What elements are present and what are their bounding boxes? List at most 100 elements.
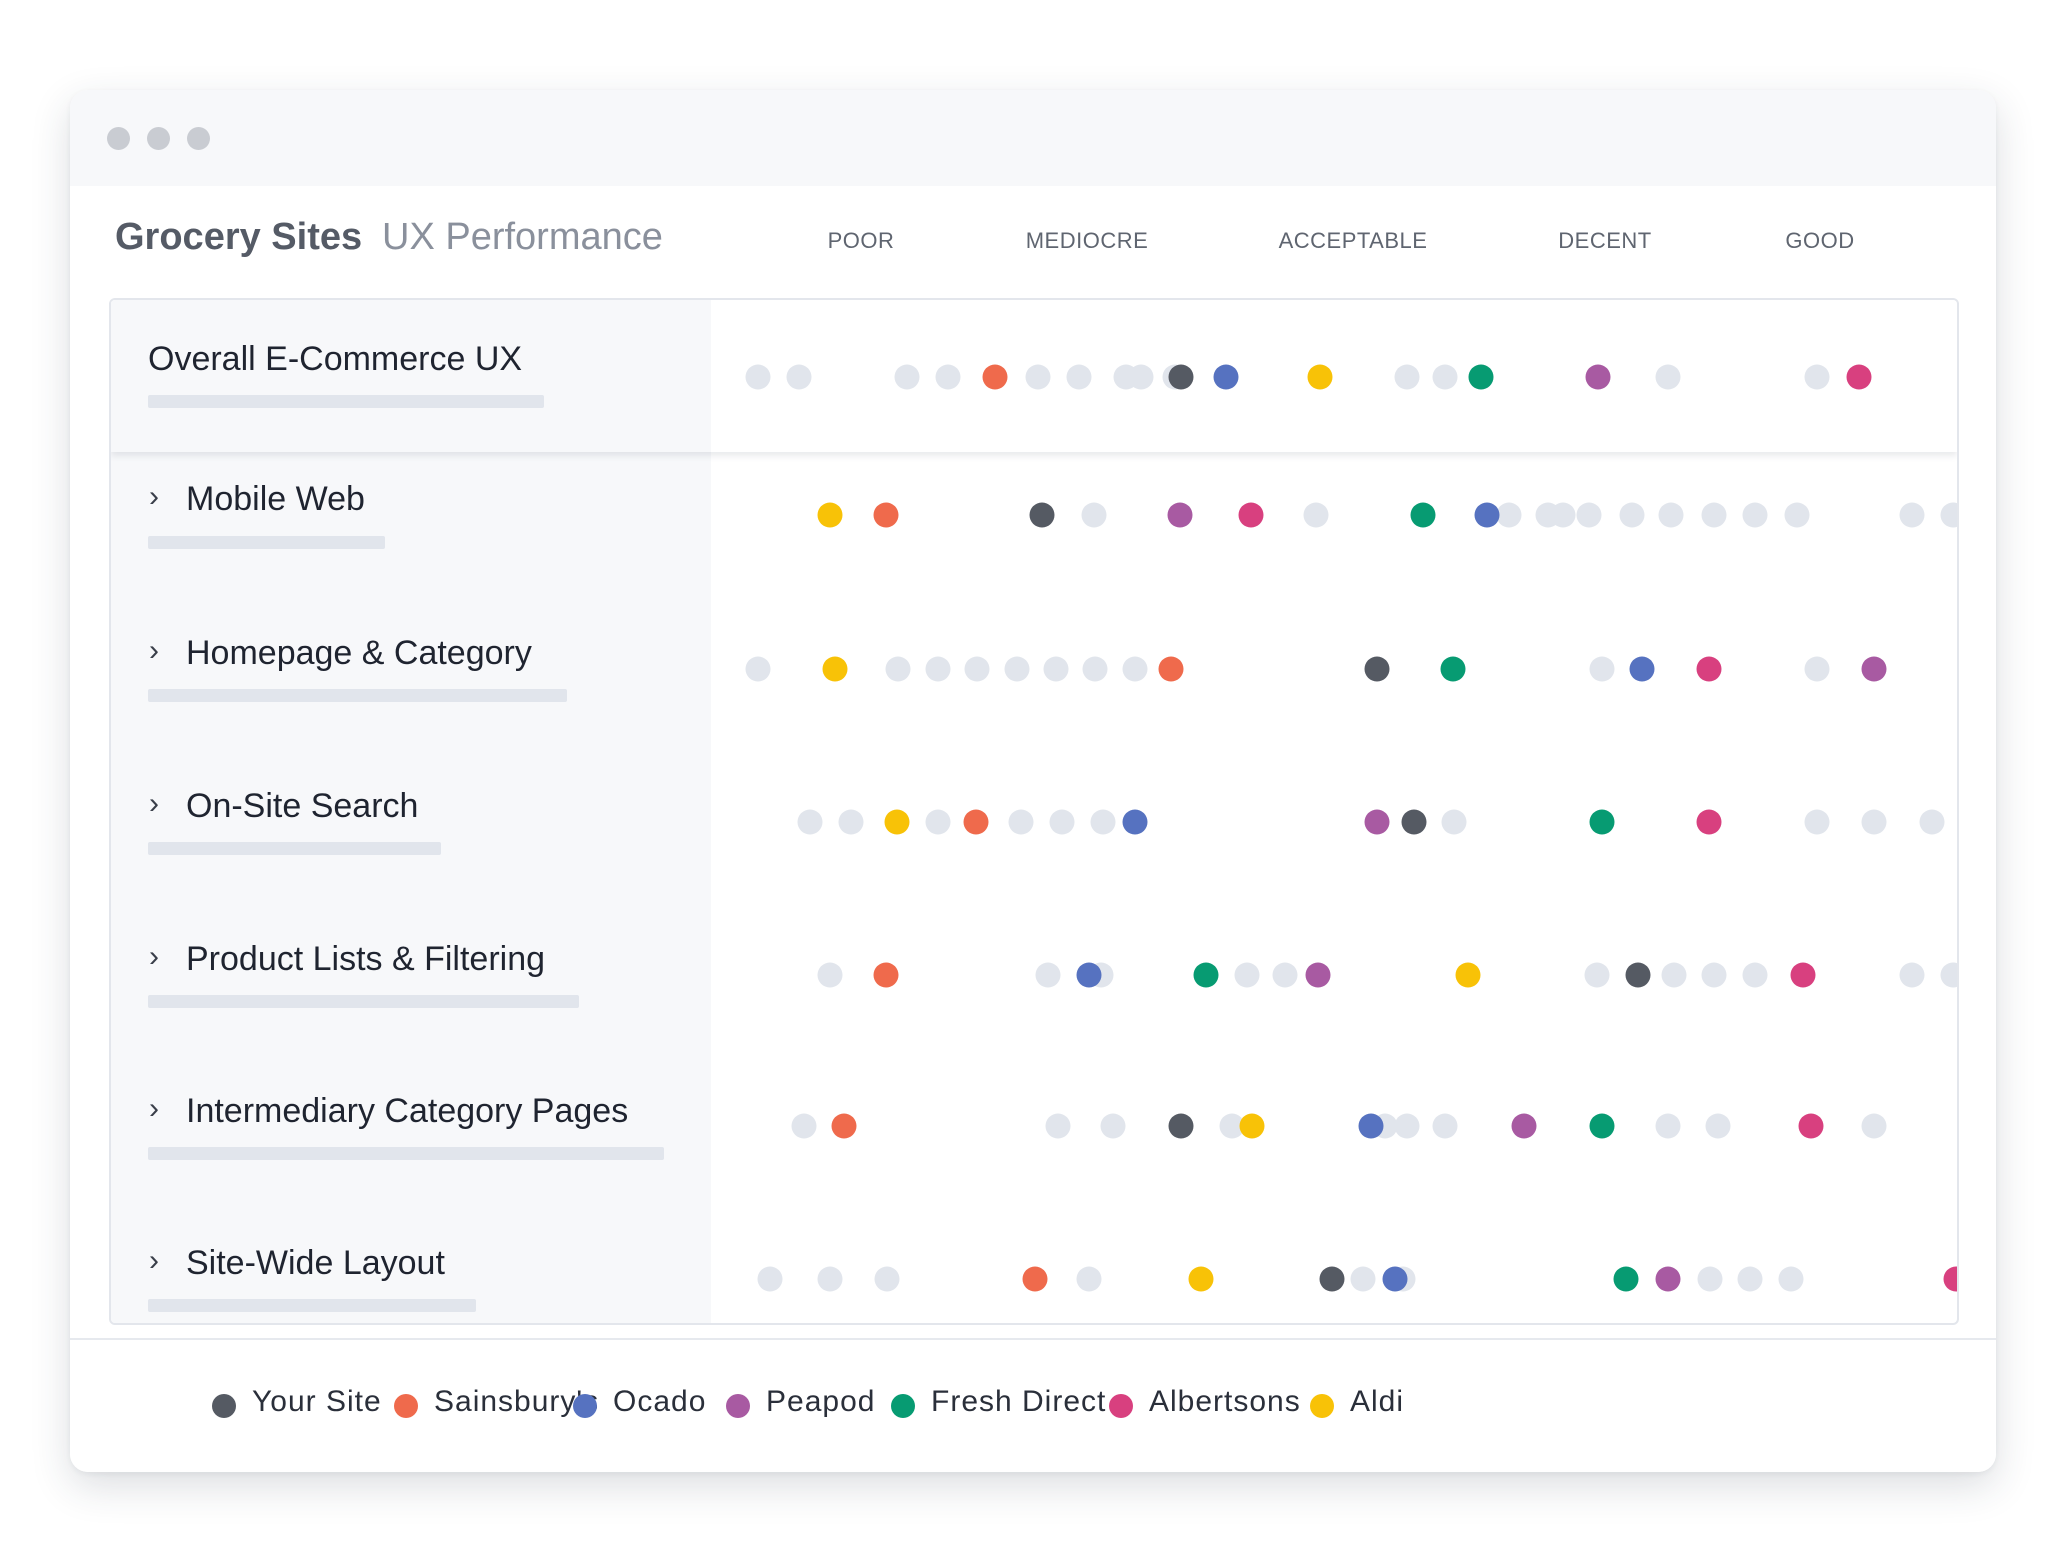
row-underline-bar (148, 395, 544, 408)
dot-fresh-direct[interactable] (1193, 962, 1219, 988)
dot-albertsons[interactable] (1696, 809, 1722, 835)
dot-sainsbury-s[interactable] (1022, 1266, 1048, 1292)
row-label-homepage-category[interactable]: Homepage & Category (186, 634, 532, 672)
dot-aldi[interactable] (1239, 1113, 1265, 1139)
legend-swatch (1109, 1394, 1133, 1418)
dot-your-site[interactable] (1168, 1113, 1194, 1139)
dot-other-site (1658, 502, 1684, 528)
dot-other-site (1082, 656, 1108, 682)
dot-ocado[interactable] (1122, 809, 1148, 835)
dot-other-site (1432, 1113, 1458, 1139)
dot-your-site[interactable] (1029, 502, 1055, 528)
dot-fresh-direct[interactable] (1613, 1266, 1639, 1292)
dot-albertsons[interactable] (1790, 962, 1816, 988)
dot-ocado[interactable] (1382, 1266, 1408, 1292)
dot-aldi[interactable] (884, 809, 910, 835)
dot-other-site (1899, 502, 1925, 528)
legend-label: Peapod (766, 1385, 876, 1418)
dot-other-site (1861, 809, 1887, 835)
dot-peapod[interactable] (1305, 962, 1331, 988)
dot-albertsons[interactable] (1696, 656, 1722, 682)
dot-other-site (1550, 502, 1576, 528)
dot-fresh-direct[interactable] (1468, 364, 1494, 390)
dot-your-site[interactable] (1168, 364, 1194, 390)
zoom-window-button[interactable] (187, 127, 210, 150)
dot-other-site (1035, 962, 1061, 988)
row-label-mobile-web[interactable]: Mobile Web (186, 480, 365, 518)
dot-peapod[interactable] (1861, 656, 1887, 682)
dot-other-site (1940, 502, 1957, 528)
dot-peapod[interactable] (1655, 1266, 1681, 1292)
dot-your-site[interactable] (1625, 962, 1651, 988)
row-label-product-lists-filtering[interactable]: Product Lists & Filtering (186, 940, 546, 978)
legend-label: Fresh Direct (931, 1385, 1107, 1418)
dot-peapod[interactable] (1585, 364, 1611, 390)
dot-other-site (1272, 962, 1298, 988)
close-window-button[interactable] (107, 127, 130, 150)
dot-albertsons[interactable] (1943, 1266, 1957, 1292)
dot-aldi[interactable] (1188, 1266, 1214, 1292)
chevron-right-icon[interactable]: › (149, 480, 159, 513)
dot-other-site (1441, 809, 1467, 835)
dot-other-site (745, 364, 771, 390)
dot-other-site (1804, 364, 1830, 390)
dot-aldi[interactable] (1307, 364, 1333, 390)
legend-swatch (573, 1394, 597, 1418)
dot-other-site (1122, 656, 1148, 682)
dot-other-site (1045, 1113, 1071, 1139)
dot-sainsbury-s[interactable] (1158, 656, 1184, 682)
dot-sainsbury-s[interactable] (873, 962, 899, 988)
minimize-window-button[interactable] (147, 127, 170, 150)
chevron-right-icon[interactable]: › (149, 940, 159, 973)
chevron-right-icon[interactable]: › (149, 1244, 159, 1277)
dot-fresh-direct[interactable] (1440, 656, 1466, 682)
scale-label-mediocre: MEDIOCRE (1025, 228, 1149, 253)
dot-aldi[interactable] (817, 502, 843, 528)
legend-swatch (891, 1394, 915, 1418)
dot-peapod[interactable] (1511, 1113, 1537, 1139)
dot-other-site (1861, 1113, 1887, 1139)
dot-albertsons[interactable] (1238, 502, 1264, 528)
row-underline-bar (148, 995, 579, 1008)
row-label-intermediary-category-pages[interactable]: Intermediary Category Pages (186, 1092, 629, 1130)
dot-fresh-direct[interactable] (1589, 1113, 1614, 1139)
dot-aldi[interactable] (822, 656, 848, 682)
dot-your-site[interactable] (1319, 1266, 1345, 1292)
dot-sainsbury-s[interactable] (831, 1113, 857, 1139)
dot-other-site (1919, 809, 1945, 835)
dot-fresh-direct[interactable] (1589, 809, 1614, 835)
row-underline-bar (148, 1147, 664, 1160)
dot-your-site[interactable] (1401, 809, 1427, 835)
dot-albertsons[interactable] (1846, 364, 1872, 390)
chevron-right-icon[interactable]: › (149, 634, 159, 667)
dot-other-site (1737, 1266, 1763, 1292)
dot-ocado[interactable] (1213, 364, 1239, 390)
dot-fresh-direct[interactable] (1410, 502, 1436, 528)
dot-sainsbury-s[interactable] (982, 364, 1008, 390)
dot-ocado[interactable] (1358, 1113, 1384, 1139)
dot-ocado[interactable] (1076, 962, 1102, 988)
dot-other-site (817, 962, 843, 988)
dot-ocado[interactable] (1629, 656, 1655, 682)
row-label-site-wide-layout[interactable]: Site-Wide Layout (186, 1244, 445, 1282)
dot-sainsbury-s[interactable] (873, 502, 899, 528)
row-label-on-site-search[interactable]: On-Site Search (186, 787, 419, 825)
dot-sainsbury-s[interactable] (963, 809, 989, 835)
dot-peapod[interactable] (1167, 502, 1193, 528)
dot-ocado[interactable] (1474, 502, 1500, 528)
dot-other-site (838, 809, 864, 835)
dot-other-site (1043, 656, 1069, 682)
chevron-right-icon[interactable]: › (149, 787, 159, 820)
dot-aldi[interactable] (1455, 962, 1481, 988)
dot-albertsons[interactable] (1798, 1113, 1824, 1139)
dot-other-site (1899, 962, 1925, 988)
dot-other-site (1701, 962, 1727, 988)
dot-other-site (1394, 364, 1420, 390)
dot-your-site[interactable] (1364, 656, 1390, 682)
dot-peapod[interactable] (1364, 809, 1390, 835)
legend-label: Albertsons (1149, 1385, 1301, 1418)
chevron-right-icon[interactable]: › (149, 1092, 159, 1125)
dot-other-site (1004, 656, 1030, 682)
dot-other-site (1350, 1266, 1376, 1292)
dot-other-site (757, 1266, 783, 1292)
